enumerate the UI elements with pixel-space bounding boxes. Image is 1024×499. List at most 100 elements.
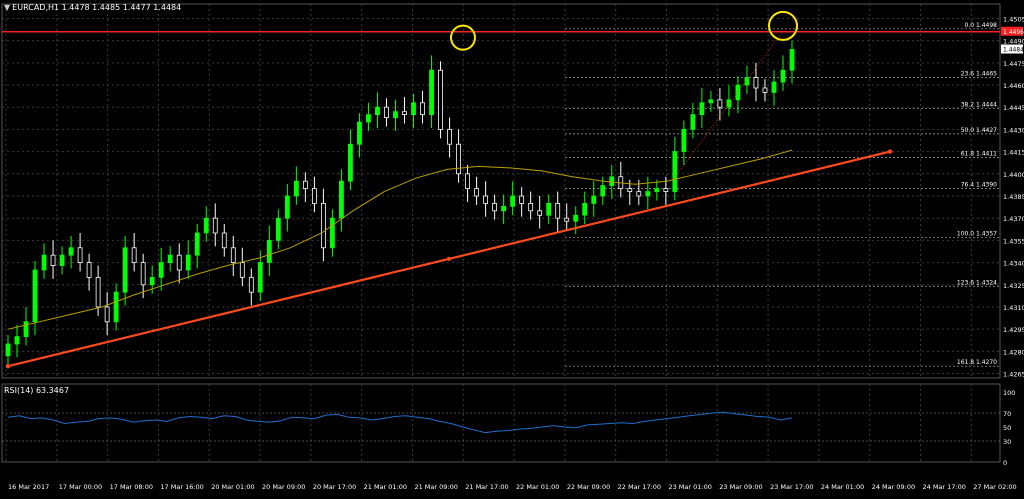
resistance-price-tag xyxy=(1001,26,1023,36)
candle-body xyxy=(744,77,750,86)
candle-body xyxy=(762,87,768,93)
candle-body xyxy=(600,185,606,197)
candle-body xyxy=(194,232,200,256)
x-tick-label: 24 Mar 17:00 xyxy=(922,483,965,491)
candle-body xyxy=(573,214,579,222)
candle-body xyxy=(528,202,534,212)
current-price-tag xyxy=(1001,44,1023,54)
candle-body xyxy=(131,247,137,263)
candle-body xyxy=(185,254,191,271)
candle-body xyxy=(5,343,11,357)
candle-body xyxy=(420,102,425,116)
candle-body xyxy=(104,306,110,323)
candle-body xyxy=(519,195,525,204)
candle-body xyxy=(158,262,164,278)
fib-level-label: 123.6 1.4324 xyxy=(957,279,997,286)
candle-body xyxy=(95,276,101,308)
candle-body xyxy=(699,102,705,116)
resistance-price-label: 1.4496 xyxy=(1003,29,1024,36)
candle-body xyxy=(212,217,218,234)
y-tick-label: 1.4340 xyxy=(1003,260,1024,268)
fib-level-label: 50.0 1.4427 xyxy=(961,127,997,134)
candle-body xyxy=(564,217,570,222)
candle-body xyxy=(726,99,732,108)
trendline-anchor[interactable] xyxy=(887,149,893,154)
rsi-tick-label: 50 xyxy=(1003,424,1011,432)
rsi-tick-label: 100 xyxy=(1003,389,1015,397)
rsi-line xyxy=(7,411,793,434)
x-tick-label: 17 Mar 16:00 xyxy=(160,483,203,491)
fib-level-label: 100.0 1.4357 xyxy=(957,230,997,237)
candle-body xyxy=(537,210,543,216)
x-tick-label: 21 Mar 01:00 xyxy=(364,483,407,491)
candle-body xyxy=(113,291,119,323)
fib-level-label: 61.8 1.4411 xyxy=(961,151,997,158)
candle-body xyxy=(465,173,470,190)
x-tick-label: 20 Mar 01:00 xyxy=(211,483,254,491)
moving-average-line xyxy=(7,149,793,330)
candle-body xyxy=(654,188,660,192)
trendline-anchor[interactable] xyxy=(447,256,451,261)
candle-body xyxy=(302,180,308,190)
candle-body xyxy=(483,195,489,204)
current-price-label: 1.4484 xyxy=(1003,47,1024,54)
y-tick-label: 1.4295 xyxy=(1003,326,1024,334)
candle-body xyxy=(438,69,443,130)
fib-level-label: 76.4 1.4390 xyxy=(961,182,997,189)
y-tick-label: 1.4385 xyxy=(1003,193,1024,201)
main-pane-frame xyxy=(1,3,1001,379)
dropdown-triangle-icon[interactable]: ▼ xyxy=(4,3,11,12)
candle-body xyxy=(239,262,245,278)
rsi-header: RSI(14) 63.3467 xyxy=(4,386,70,395)
candle-body xyxy=(221,232,227,249)
candle-body xyxy=(672,151,678,192)
candle-body xyxy=(375,106,380,116)
candle-body xyxy=(708,99,714,104)
x-tick-label: 21 Mar 09:00 xyxy=(414,483,457,491)
candle-body xyxy=(501,205,507,212)
candle-body xyxy=(771,81,777,93)
y-tick-label: 1.4430 xyxy=(1003,126,1024,134)
candle-body xyxy=(203,217,209,234)
candle-body xyxy=(510,195,516,207)
candle-body xyxy=(717,99,723,108)
candle-body xyxy=(681,129,687,153)
candle-body xyxy=(176,254,182,271)
candle-body xyxy=(122,247,128,293)
candle-body xyxy=(275,217,281,241)
candle-body xyxy=(645,191,651,197)
x-tick-label: 23 Mar 17:00 xyxy=(770,483,813,491)
rsi-pane-frame xyxy=(1,383,1001,463)
candle-body xyxy=(149,276,155,286)
fib-level-label: 23.6 1.4465 xyxy=(961,71,997,78)
candle-body xyxy=(555,202,561,219)
symbol-info: EURCAD,H1 1.4478 1.4485 1.4477 1.4484 xyxy=(12,3,182,12)
candle-body xyxy=(248,276,254,293)
candle-body xyxy=(32,269,38,323)
fib-level-label: 38.2 1.4444 xyxy=(961,102,997,109)
candle-body xyxy=(609,176,615,187)
candle-body xyxy=(690,114,696,130)
y-tick-label: 1.4490 xyxy=(1003,38,1024,46)
candle-body xyxy=(293,180,299,197)
trendline-anchor[interactable] xyxy=(5,363,11,369)
y-tick-label: 1.4370 xyxy=(1003,215,1024,223)
candle-body xyxy=(384,106,389,118)
candle-body xyxy=(321,202,326,249)
candle-body xyxy=(474,188,479,197)
x-tick-label: 23 Mar 01:00 xyxy=(668,483,711,491)
x-tick-label: 20 Mar 17:00 xyxy=(313,483,356,491)
candle-body xyxy=(348,143,353,182)
candle-body xyxy=(492,202,498,212)
candle-body xyxy=(429,69,434,116)
candle-body xyxy=(627,188,633,192)
candle-body xyxy=(86,262,92,278)
candle-body xyxy=(735,84,741,101)
x-tick-label: 16 Mar 2017 xyxy=(8,483,49,491)
rsi-tick-label: 0 xyxy=(1003,459,1007,467)
x-tick-label: 22 Mar 09:00 xyxy=(567,483,610,491)
x-tick-label: 17 Mar 00:00 xyxy=(59,483,102,491)
candle-body xyxy=(41,254,47,271)
candle-body xyxy=(23,321,29,337)
